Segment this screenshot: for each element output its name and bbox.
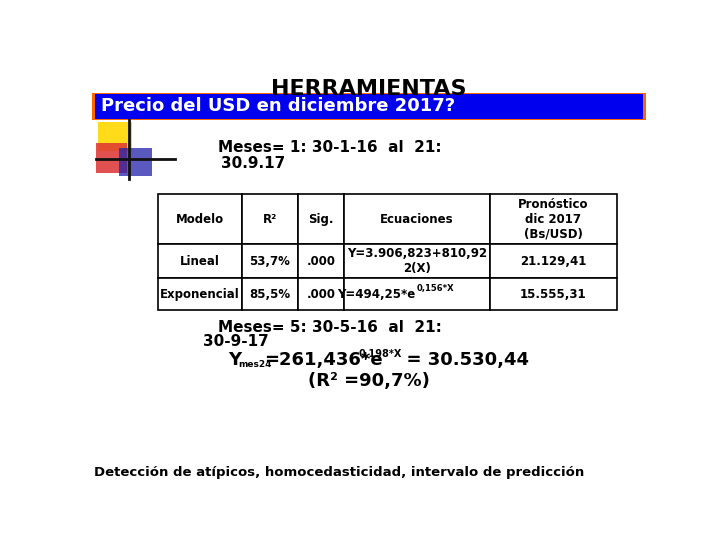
Bar [91, 92, 647, 120]
Text: = 30.530,44: = 30.530,44 [394, 350, 528, 369]
Text: 85,5%: 85,5% [249, 288, 290, 301]
Text: Meses= 1: 30-1-16  al  21:: Meses= 1: 30-1-16 al 21: [218, 140, 442, 154]
Text: 0,156*X: 0,156*X [416, 285, 454, 293]
Bar [242, 194, 297, 244]
Text: .000: .000 [307, 288, 336, 301]
Text: =261,436*e: =261,436*e [264, 350, 383, 369]
Bar [490, 278, 617, 310]
Text: Pronóstico
dic 2017
(Bs/USD): Pronóstico dic 2017 (Bs/USD) [518, 198, 589, 241]
Bar [297, 194, 344, 244]
Text: 15.555,31: 15.555,31 [520, 288, 587, 301]
Bar [158, 194, 242, 244]
Text: Y: Y [228, 350, 241, 369]
Bar [94, 94, 644, 119]
Bar [344, 194, 490, 244]
Text: Modelo: Modelo [176, 213, 224, 226]
Bar [490, 244, 617, 278]
Bar [344, 278, 490, 310]
Bar [158, 244, 242, 278]
Text: Y=3.906,823+810,92
2(X): Y=3.906,823+810,92 2(X) [347, 247, 487, 275]
Bar [297, 244, 344, 278]
Text: Ecuaciones: Ecuaciones [380, 213, 454, 226]
Bar [490, 194, 617, 244]
Bar [242, 244, 297, 278]
Text: (R² =90,7%): (R² =90,7%) [308, 372, 430, 390]
Text: Y=494,25*e: Y=494,25*e [337, 288, 415, 301]
Bar [158, 278, 242, 310]
Bar [344, 244, 490, 278]
Text: Meses= 5: 30-5-16  al  21:: Meses= 5: 30-5-16 al 21: [218, 320, 442, 335]
Text: 30.9.17: 30.9.17 [220, 156, 285, 171]
Text: mes24: mes24 [238, 360, 271, 369]
Bar [242, 278, 297, 310]
Text: Lineal: Lineal [180, 255, 220, 268]
Text: 0,198*X: 0,198*X [358, 349, 402, 359]
Text: Detección de atípicos, homocedasticidad, intervalo de predicción: Detección de atípicos, homocedasticidad,… [94, 467, 584, 480]
Text: 30-9-17: 30-9-17 [203, 334, 269, 349]
Text: Sig.: Sig. [308, 213, 333, 226]
Text: 21.129,41: 21.129,41 [521, 255, 587, 268]
Bar [96, 143, 127, 173]
Text: HERRAMIENTAS: HERRAMIENTAS [271, 79, 467, 99]
Bar [98, 122, 132, 151]
Text: R²: R² [263, 213, 277, 226]
Text: .000: .000 [307, 255, 336, 268]
Text: Precio del USD en diciembre 2017?: Precio del USD en diciembre 2017? [101, 97, 455, 116]
Bar [297, 278, 344, 310]
Text: 53,7%: 53,7% [249, 255, 290, 268]
Bar [120, 148, 152, 176]
Text: Exponencial: Exponencial [160, 288, 240, 301]
